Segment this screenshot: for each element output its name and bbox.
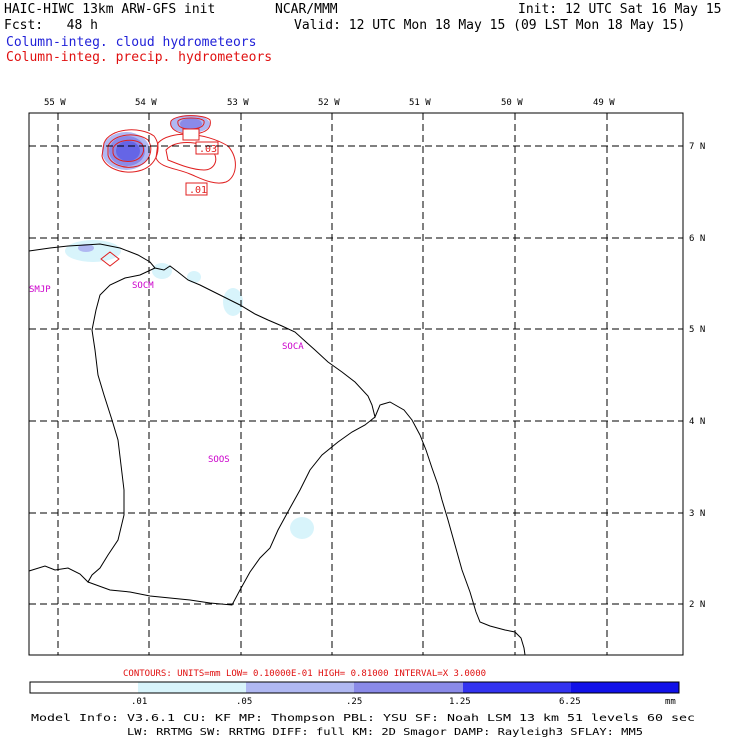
init-time: Init: 12 UTC Sat 16 May 15 bbox=[518, 2, 722, 17]
cloud-field-shade bbox=[180, 118, 202, 130]
coastlines bbox=[28, 243, 526, 656]
lon-tick-label: 51 W bbox=[409, 98, 431, 108]
colorbar-tick-label: .05 bbox=[236, 697, 252, 707]
lat-tick-label: 3 N bbox=[689, 509, 705, 519]
border bbox=[87, 416, 376, 606]
colorbar-tick-label: 6.25 bbox=[559, 697, 581, 707]
contour-label: .01 bbox=[189, 185, 207, 196]
colorbar-ticks: .01 .05 .25 1.25 6.25 mm bbox=[131, 697, 676, 707]
colorbar-tick-label: 1.25 bbox=[449, 697, 471, 707]
colorbar-segment bbox=[354, 682, 463, 693]
colorbar-tick-label: .01 bbox=[131, 697, 147, 707]
station-label: SMJP bbox=[29, 285, 51, 295]
colorbar-segment bbox=[463, 682, 571, 693]
lat-tick-label: 5 N bbox=[689, 325, 705, 335]
colorbar-segment bbox=[138, 682, 246, 693]
precip-contour bbox=[165, 142, 217, 171]
station-label: SOCA bbox=[282, 342, 304, 352]
station-label: SOOS bbox=[208, 455, 230, 465]
legend-precip: Column-integ. precip. hydrometeors bbox=[6, 50, 273, 65]
model-info-line2: LW: RRTMG SW: RRTMG DIFF: full KM: 2D Sm… bbox=[127, 727, 643, 738]
precip-contour bbox=[100, 251, 120, 267]
colorbar-segment bbox=[571, 682, 679, 693]
border bbox=[28, 267, 156, 583]
source-label: NCAR/MMM bbox=[275, 2, 338, 17]
lat-tick-label: 4 N bbox=[689, 417, 705, 427]
precip-contour bbox=[112, 139, 145, 162]
lon-tick-label: 53 W bbox=[227, 98, 249, 108]
valid-time: Valid: 12 UTC Mon 18 May 15 (09 LST Mon … bbox=[294, 18, 686, 33]
precip-contour bbox=[155, 133, 236, 184]
precip-contour bbox=[107, 134, 152, 168]
station-labels: SMJP SOCM SOCA SOOS bbox=[29, 281, 304, 465]
lon-tick-label: 55 W bbox=[44, 98, 66, 108]
legend-cloud: Column-integ. cloud hydrometeors bbox=[6, 35, 257, 50]
lon-tick-label: 50 W bbox=[501, 98, 523, 108]
lat-tick-label: 7 N bbox=[689, 142, 705, 152]
forecast-hour: Fcst: 48 h bbox=[4, 18, 98, 33]
map-frame bbox=[28, 112, 684, 656]
contour-labels: .03 .01 bbox=[182, 128, 219, 196]
lon-tick-label: 52 W bbox=[318, 98, 340, 108]
colorbar bbox=[29, 681, 680, 694]
lat-tick-label: 6 N bbox=[689, 234, 705, 244]
lat-tick-labels: 7 N 6 N 5 N 4 N 3 N 2 N bbox=[689, 142, 705, 610]
cloud-shading bbox=[65, 115, 314, 539]
cloud-field-shade bbox=[187, 271, 201, 283]
cloud-field-shade bbox=[65, 240, 121, 262]
colorbar-tick-label: .25 bbox=[346, 697, 362, 707]
lon-tick-label: 49 W bbox=[593, 98, 615, 108]
contours-info: CONTOURS: UNITS=mm LOW= 0.10000E-01 HIGH… bbox=[123, 669, 486, 679]
cloud-field-shade bbox=[152, 263, 172, 279]
lon-tick-labels: 55 W 54 W 53 W 52 W 51 W 50 W 49 W bbox=[44, 98, 615, 108]
precip-contours bbox=[100, 115, 236, 267]
lat-tick-label: 2 N bbox=[689, 600, 705, 610]
station-label: SOCM bbox=[132, 281, 154, 291]
latlon-grid bbox=[29, 113, 683, 655]
cloud-field-shade bbox=[116, 141, 140, 161]
colorbar-units: mm bbox=[665, 697, 676, 707]
cloud-field-shade bbox=[78, 244, 94, 252]
cloud-field-shade bbox=[290, 517, 314, 539]
plot-title: HAIC-HIWC 13km ARW-GFS init bbox=[4, 2, 216, 17]
lon-tick-label: 54 W bbox=[135, 98, 157, 108]
colorbar-segment bbox=[30, 682, 138, 693]
precip-contour bbox=[177, 117, 205, 130]
model-info-line1: Model Info: V3.6.1 CU: KF MP: Thompson P… bbox=[31, 713, 695, 724]
precip-contour bbox=[170, 115, 211, 135]
colorbar-segment bbox=[246, 682, 354, 693]
contour-label: .03 bbox=[199, 144, 217, 155]
coastline bbox=[28, 243, 526, 656]
